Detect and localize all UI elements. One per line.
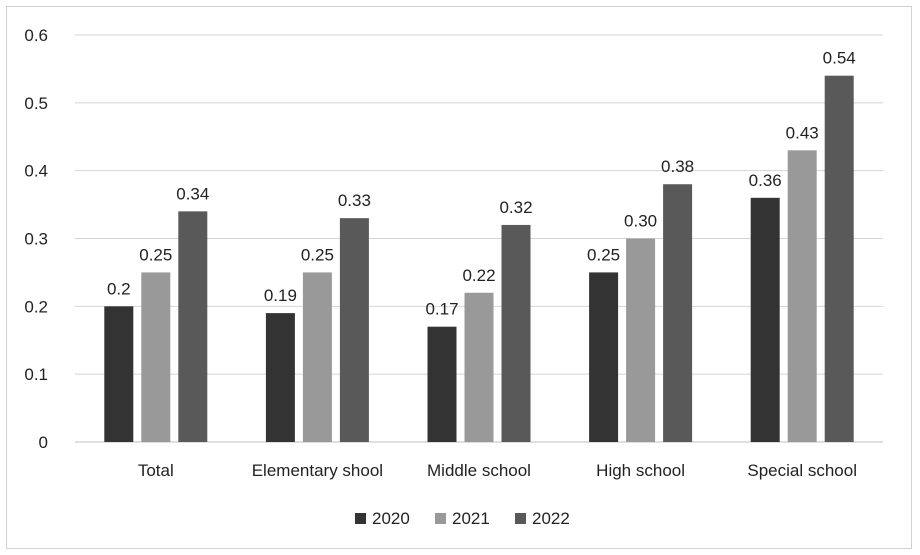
bar-2020 <box>589 272 619 442</box>
data-label: 0.34 <box>176 184 209 203</box>
data-label: 0.25 <box>301 245 334 264</box>
y-tick-label: 0.2 <box>24 297 48 316</box>
bar-2021 <box>464 292 494 442</box>
bar-2020 <box>750 197 780 442</box>
bar-2022 <box>339 218 369 442</box>
category-label: Total <box>138 461 174 480</box>
category-label: Elementary shool <box>252 461 383 480</box>
category-label: Special school <box>747 461 857 480</box>
bar-2021 <box>787 150 817 443</box>
y-tick-label: 0.4 <box>24 162 48 181</box>
data-label: 0.54 <box>823 49 856 68</box>
y-tick-label: 0.3 <box>24 230 48 249</box>
data-label: 0.25 <box>587 245 620 264</box>
bar-2022 <box>501 224 531 442</box>
data-label: 0.25 <box>139 245 172 264</box>
data-label: 0.2 <box>107 279 131 298</box>
data-label: 0.43 <box>786 123 819 142</box>
bar-2022 <box>824 75 854 442</box>
y-tick-label: 0.1 <box>24 365 48 384</box>
gridlines <box>75 34 883 443</box>
y-tick-label: 0.5 <box>24 94 48 113</box>
bar-2021 <box>141 272 171 442</box>
bar-2021 <box>302 272 332 442</box>
bar-2020 <box>427 326 457 442</box>
data-label: 0.22 <box>462 266 495 285</box>
bar-2022 <box>663 184 693 442</box>
category-label: Middle school <box>427 461 531 480</box>
data-labels: 0.20.250.340.190.250.330.170.220.320.250… <box>107 49 856 319</box>
bar-2020 <box>104 306 134 442</box>
data-label: 0.17 <box>425 300 458 319</box>
data-label: 0.30 <box>624 212 657 231</box>
data-label: 0.36 <box>749 171 782 190</box>
legend-swatch-2021 <box>435 513 446 524</box>
bar-2020 <box>265 313 295 442</box>
category-label: High school <box>596 461 685 480</box>
y-axis-ticks: 0 0.1 0.2 0.3 0.4 0.5 0.6 <box>24 26 48 452</box>
legend-label: 2022 <box>532 509 570 528</box>
data-label: 0.32 <box>499 198 532 217</box>
y-tick-label: 0.6 <box>24 26 48 45</box>
legend-swatch-2022 <box>515 513 526 524</box>
data-label: 0.19 <box>264 286 297 305</box>
legend: 2020 2021 2022 <box>355 509 570 528</box>
bar-2021 <box>626 238 656 442</box>
legend-swatch-2020 <box>355 513 366 524</box>
x-axis-categories: Total Elementary shool Middle school High s… <box>138 461 857 480</box>
legend-label: 2021 <box>452 509 490 528</box>
bar-2022 <box>178 211 208 442</box>
data-label: 0.38 <box>661 157 694 176</box>
legend-label: 2020 <box>372 509 410 528</box>
bars <box>104 75 854 443</box>
data-label: 0.33 <box>338 191 371 210</box>
y-tick-label: 0 <box>39 433 48 452</box>
